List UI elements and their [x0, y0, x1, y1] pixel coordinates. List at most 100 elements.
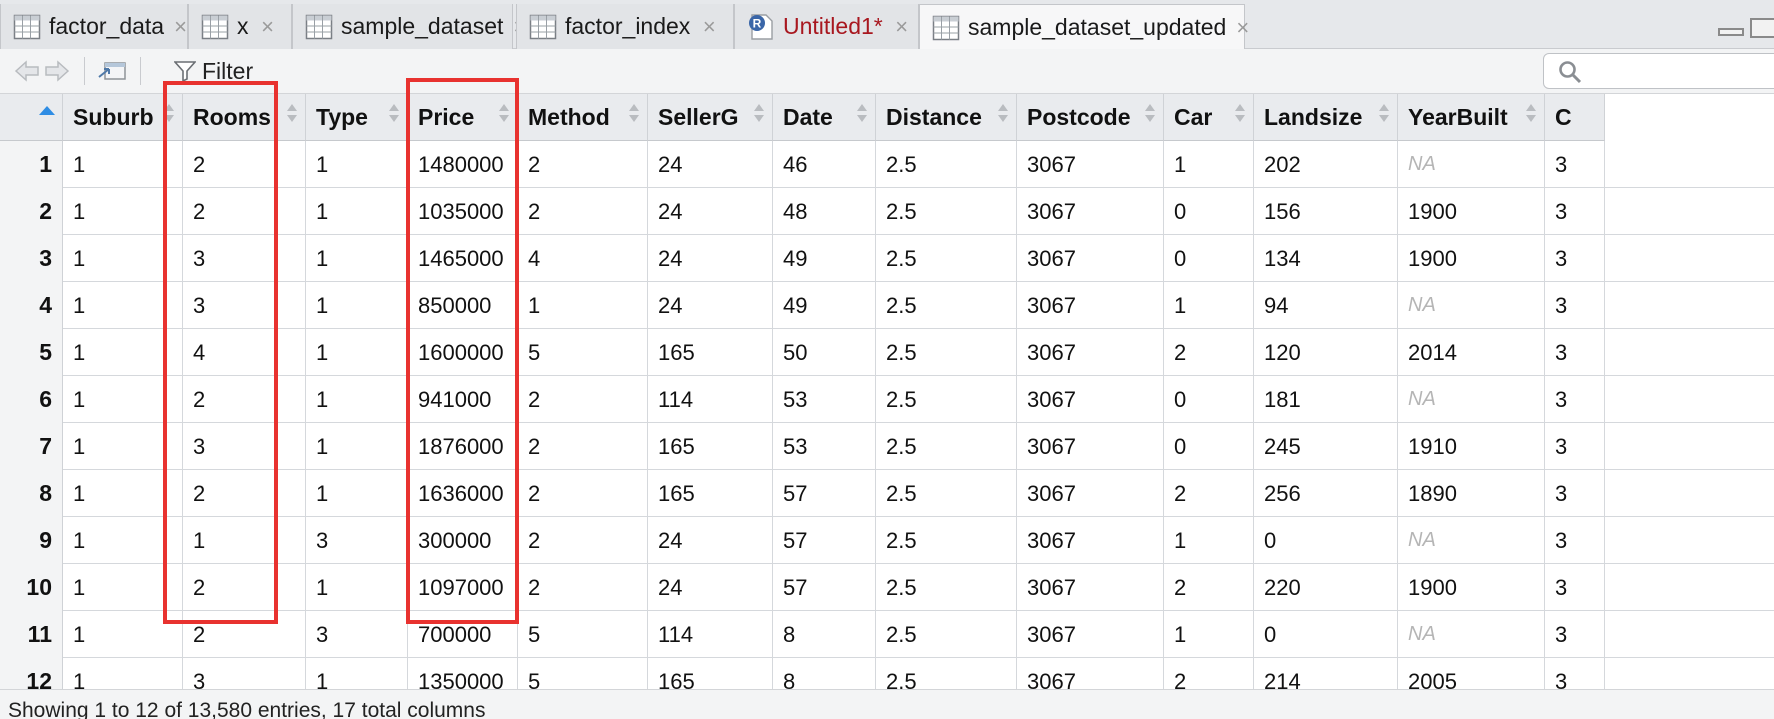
cell-landsize: 220 — [1254, 564, 1398, 611]
cell-landsize: 256 — [1254, 470, 1398, 517]
cell-c: 3 — [1545, 611, 1605, 658]
search-input[interactable] — [1543, 53, 1774, 89]
sort-toggle-icon[interactable] — [1526, 104, 1536, 126]
tab-untitled1[interactable]: R Untitled1* × — [734, 4, 919, 49]
column-header-date[interactable]: Date — [773, 94, 876, 141]
cell-date: 50 — [773, 329, 876, 376]
table-row: 5 1 4 1 1600000 5 165 50 2.5 3067 2 120 2014 3 — [0, 329, 1774, 376]
cell-landsize: 156 — [1254, 188, 1398, 235]
cell-type: 1 — [306, 188, 408, 235]
cell-c: 3 — [1545, 423, 1605, 470]
column-header-landsize[interactable]: Landsize — [1254, 94, 1398, 141]
editor-tab-bar: factor_data×x×sample_dataset×factor_inde… — [0, 0, 1774, 50]
column-header-label: Price — [418, 103, 475, 130]
sort-toggle-icon[interactable] — [1235, 104, 1245, 126]
cell-price: 700000 — [408, 611, 518, 658]
cell-c: 3 — [1545, 329, 1605, 376]
cell-date: 49 — [773, 235, 876, 282]
column-header-c[interactable]: C — [1545, 94, 1605, 141]
column-header-label: Method — [528, 103, 610, 130]
status-bar: Showing 1 to 12 of 13,580 entries, 17 to… — [0, 689, 1774, 719]
table-row: 11 1 2 3 700000 5 114 8 2.5 3067 1 0 NA 3 — [0, 611, 1774, 658]
filter-button[interactable]: Filter — [174, 55, 253, 87]
tab-factor-index[interactable]: factor_index × — [516, 4, 734, 49]
maximize-pane-icon[interactable] — [1750, 18, 1774, 38]
cell-date: 8 — [773, 611, 876, 658]
cell-suburb: 1 — [63, 423, 183, 470]
column-header-car[interactable]: Car — [1164, 94, 1254, 141]
cell-postcode: 3067 — [1017, 141, 1164, 188]
sort-toggle-icon[interactable] — [1145, 104, 1155, 126]
close-icon[interactable]: × — [895, 13, 909, 39]
cell-postcode: 3067 — [1017, 423, 1164, 470]
sort-toggle-icon[interactable] — [629, 104, 639, 126]
column-header-price[interactable]: Price — [408, 94, 518, 141]
sort-toggle-icon[interactable] — [287, 104, 297, 126]
forward-arrow-icon[interactable] — [44, 57, 70, 85]
tab-label: x — [237, 13, 249, 39]
tab-sample-dataset-updated[interactable]: sample_dataset_updated × — [919, 4, 1249, 50]
column-header-label: Type — [316, 103, 368, 130]
cell-c: 3 — [1545, 564, 1605, 611]
sort-toggle-icon[interactable] — [499, 104, 509, 126]
table-row: 1 1 2 1 1480000 2 24 46 2.5 3067 1 202 NA 3 — [0, 141, 1774, 188]
cell-suburb: 1 — [63, 470, 183, 517]
cell-sellerg: 165 — [648, 658, 773, 689]
cell-distance: 2.5 — [876, 235, 1017, 282]
close-icon[interactable]: × — [1236, 14, 1250, 40]
column-header-sellerg[interactable]: SellerG — [648, 94, 773, 141]
cell-type: 1 — [306, 141, 408, 188]
popout-window-icon[interactable] — [96, 57, 128, 85]
table-row: 7 1 3 1 1876000 2 165 53 2.5 3067 0 245 1910 3 — [0, 423, 1774, 470]
filter-label: Filter — [202, 57, 254, 84]
tab-label: sample_dataset_updated — [968, 14, 1227, 40]
cell-method: 2 — [518, 188, 648, 235]
tab-sample-dataset[interactable]: sample_dataset× — [292, 4, 526, 49]
close-icon[interactable]: × — [261, 13, 274, 39]
cell-distance: 2.5 — [876, 470, 1017, 517]
cell-method: 5 — [518, 329, 648, 376]
cell-sellerg: 114 — [648, 376, 773, 423]
tab-factor-data[interactable]: factor_data × — [0, 4, 188, 49]
cell-rooms: 2 — [183, 564, 306, 611]
close-icon[interactable]: × — [702, 13, 716, 39]
search-icon — [1559, 61, 1582, 84]
sort-toggle-icon[interactable] — [389, 104, 399, 126]
sort-toggle-icon[interactable] — [857, 104, 867, 126]
cell-price: 1465000 — [408, 235, 518, 282]
tab-x[interactable]: x × — [188, 4, 292, 49]
cell-distance: 2.5 — [876, 376, 1017, 423]
column-header-label: Date — [783, 103, 833, 130]
cell-yearbuilt: 1900 — [1398, 235, 1545, 282]
cell-suburb: 1 — [63, 611, 183, 658]
column-header-suburb[interactable]: Suburb — [63, 94, 183, 141]
cell-postcode: 3067 — [1017, 658, 1164, 689]
sort-toggle-icon[interactable] — [1379, 104, 1389, 126]
cell-date: 57 — [773, 470, 876, 517]
column-header-yearbuilt[interactable]: YearBuilt — [1398, 94, 1545, 141]
cell-landsize: 245 — [1254, 423, 1398, 470]
column-header-label: Landsize — [1264, 103, 1363, 130]
column-header-distance[interactable]: Distance — [876, 94, 1017, 141]
column-header-type[interactable]: Type — [306, 94, 408, 141]
data-viewer-toolbar: Filter — [0, 49, 1774, 94]
minimize-pane-icon[interactable] — [1718, 28, 1744, 36]
cell-type: 1 — [306, 282, 408, 329]
row-number: 8 — [0, 470, 63, 517]
column-header-rooms[interactable]: Rooms — [183, 94, 306, 141]
cell-yearbuilt: 1890 — [1398, 470, 1545, 517]
cell-car: 0 — [1164, 423, 1254, 470]
table-row: 8 1 2 1 1636000 2 165 57 2.5 3067 2 256 1890 3 — [0, 470, 1774, 517]
close-icon[interactable]: × — [174, 13, 187, 39]
cell-rooms: 3 — [183, 423, 306, 470]
row-number-header[interactable] — [0, 94, 63, 141]
column-header-postcode[interactable]: Postcode — [1017, 94, 1164, 141]
cell-c: 3 — [1545, 376, 1605, 423]
row-number: 2 — [0, 188, 63, 235]
sort-toggle-icon[interactable] — [998, 104, 1008, 126]
sort-toggle-icon[interactable] — [164, 104, 174, 126]
sort-toggle-icon[interactable] — [754, 104, 764, 126]
cell-type: 1 — [306, 423, 408, 470]
back-arrow-icon[interactable] — [14, 57, 40, 85]
column-header-method[interactable]: Method — [518, 94, 648, 141]
